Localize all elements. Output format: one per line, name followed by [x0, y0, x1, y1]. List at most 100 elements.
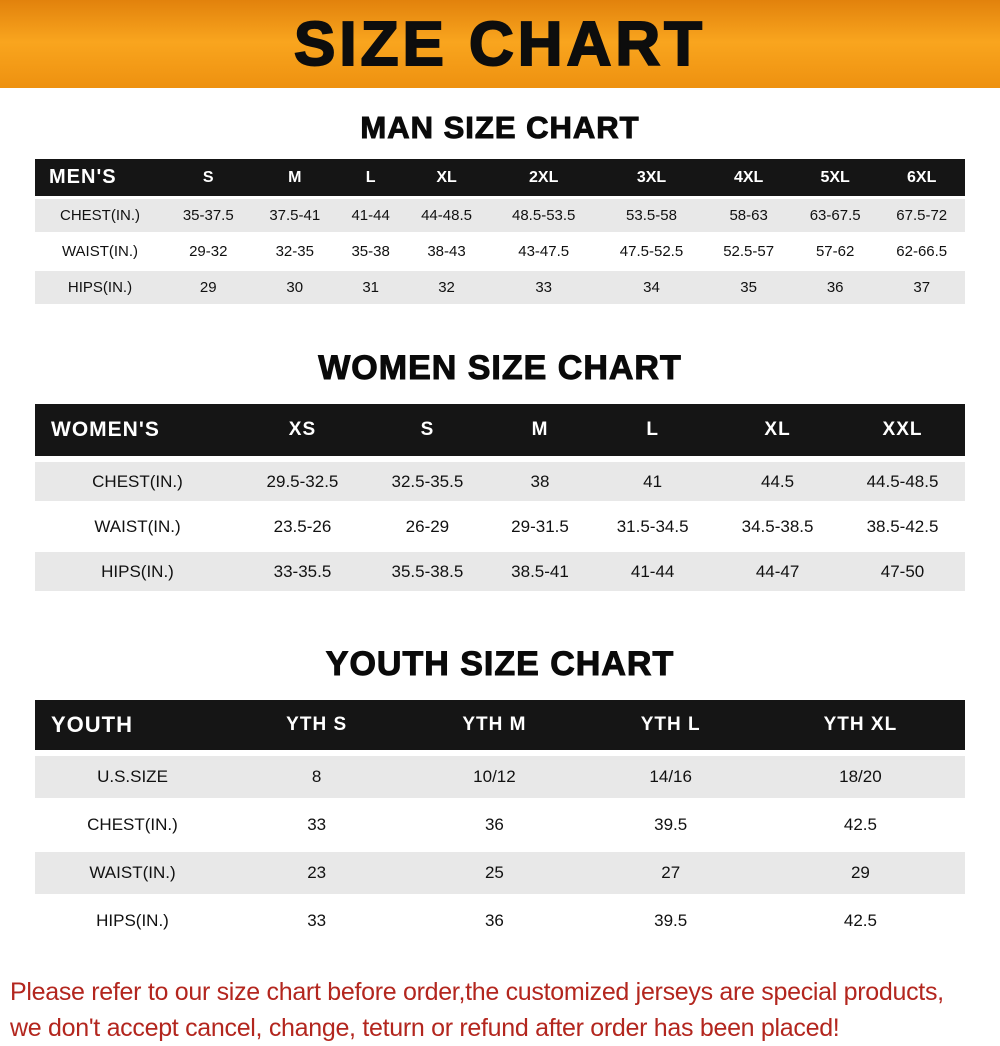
- value-cell: 32-35: [251, 235, 339, 268]
- value-cell: 8: [230, 756, 404, 798]
- value-cell: 38-43: [403, 235, 490, 268]
- value-cell: 41-44: [590, 552, 716, 591]
- row-label-cell: WAIST(IN.): [35, 507, 240, 546]
- value-cell: 29-32: [165, 235, 252, 268]
- row-label-cell: HIPS(IN.): [35, 900, 230, 942]
- value-cell: 34: [597, 271, 706, 304]
- value-cell: 35: [705, 271, 792, 304]
- value-cell: 47.5-52.5: [597, 235, 706, 268]
- table-header-row: MEN'S S M L XL 2XL 3XL 4XL 5XL 6XL: [35, 159, 965, 196]
- size-header-cell: S: [165, 159, 252, 196]
- value-cell: 35.5-38.5: [364, 552, 490, 591]
- value-cell: 35-37.5: [165, 199, 252, 232]
- youth-size-section: YOUTH SIZE CHART YOUTH YTH S YTH M YTH L YTH…: [0, 645, 1000, 948]
- size-header-cell: L: [590, 404, 716, 456]
- value-cell: 32.5-35.5: [364, 462, 490, 501]
- size-header-cell: 4XL: [705, 159, 792, 196]
- women-section-heading: WOMEN SIZE CHART: [318, 349, 682, 388]
- table-row: CHEST(IN.) 29.5-32.5 32.5-35.5 38 41 44.5 44.5…: [35, 462, 965, 501]
- value-cell: 48.5-53.5: [489, 199, 598, 232]
- value-cell: 53.5-58: [597, 199, 706, 232]
- value-cell: 29: [755, 852, 965, 894]
- value-cell: 52.5-57: [705, 235, 792, 268]
- value-cell: 30: [251, 271, 339, 304]
- value-cell: 44-47: [715, 552, 841, 591]
- value-cell: 10/12: [403, 756, 586, 798]
- value-cell: 18/20: [755, 756, 965, 798]
- value-cell: 39.5: [585, 804, 756, 846]
- table-title-cell: MEN'S: [35, 159, 165, 196]
- size-header-cell: YTH S: [230, 700, 404, 750]
- value-cell: 42.5: [755, 900, 965, 942]
- value-cell: 57-62: [791, 235, 879, 268]
- size-header-cell: YTH L: [585, 700, 756, 750]
- value-cell: 33: [230, 804, 404, 846]
- men-section-heading: MAN SIZE CHART: [360, 110, 640, 146]
- row-label-cell: HIPS(IN.): [35, 552, 240, 591]
- size-header-cell: XL: [403, 159, 490, 196]
- value-cell: 36: [403, 900, 586, 942]
- value-cell: 44.5: [715, 462, 841, 501]
- value-cell: 44-48.5: [403, 199, 490, 232]
- banner: SIZE CHART: [0, 0, 1000, 88]
- value-cell: 37.5-41: [251, 199, 339, 232]
- value-cell: 23.5-26: [240, 507, 365, 546]
- value-cell: 39.5: [585, 900, 756, 942]
- size-header-cell: L: [338, 159, 404, 196]
- row-label-cell: CHEST(IN.): [35, 804, 230, 846]
- row-label-cell: U.S.SIZE: [35, 756, 230, 798]
- value-cell: 38: [489, 462, 591, 501]
- row-label-cell: HIPS(IN.): [35, 271, 165, 304]
- value-cell: 41: [590, 462, 716, 501]
- size-header-cell: 3XL: [597, 159, 706, 196]
- value-cell: 26-29: [364, 507, 490, 546]
- value-cell: 33: [489, 271, 598, 304]
- size-header-cell: M: [251, 159, 339, 196]
- size-header-cell: XL: [715, 404, 841, 456]
- value-cell: 31.5-34.5: [590, 507, 716, 546]
- table-row: WAIST(IN.) 23.5-26 26-29 29-31.5 31.5-34.5 34…: [35, 507, 965, 546]
- table-header-row: YOUTH YTH S YTH M YTH L YTH XL: [35, 700, 965, 750]
- value-cell: 38.5-41: [489, 552, 591, 591]
- value-cell: 33-35.5: [240, 552, 365, 591]
- value-cell: 62-66.5: [878, 235, 965, 268]
- value-cell: 47-50: [840, 552, 965, 591]
- size-header-cell: M: [489, 404, 591, 456]
- value-cell: 43-47.5: [489, 235, 598, 268]
- value-cell: 67.5-72: [878, 199, 965, 232]
- table-title-cell: YOUTH: [35, 700, 230, 750]
- row-label-cell: WAIST(IN.): [35, 235, 165, 268]
- table-header-row: WOMEN'S XS S M L XL XXL: [35, 404, 965, 456]
- size-header-cell: 5XL: [791, 159, 879, 196]
- value-cell: 36: [403, 804, 586, 846]
- value-cell: 37: [878, 271, 965, 304]
- footer-notice: Please refer to our size chart before or…: [10, 974, 1000, 1046]
- value-cell: 58-63: [705, 199, 792, 232]
- table-row: HIPS(IN.) 29 30 31 32 33 34 35 36 37: [35, 271, 965, 304]
- row-label-cell: WAIST(IN.): [35, 852, 230, 894]
- value-cell: 14/16: [585, 756, 756, 798]
- size-header-cell: YTH XL: [755, 700, 965, 750]
- table-row: CHEST(IN.) 33 36 39.5 42.5: [35, 804, 965, 846]
- row-label-cell: CHEST(IN.): [35, 462, 240, 501]
- youth-size-table: YOUTH YTH S YTH M YTH L YTH XL U.S.SIZE 8 10/12…: [35, 694, 965, 948]
- notice-line-1: Please refer to our size chart before or…: [10, 978, 944, 1006]
- value-cell: 44.5-48.5: [840, 462, 965, 501]
- notice-line-2: we don't accept cancel, change, teturn o…: [10, 1014, 840, 1042]
- value-cell: 63-67.5: [791, 199, 879, 232]
- table-row: HIPS(IN.) 33 36 39.5 42.5: [35, 900, 965, 942]
- value-cell: 34.5-38.5: [715, 507, 841, 546]
- men-size-section: MAN SIZE CHART MEN'S S M L XL 2XL 3XL 4XL 5XL 6XL…: [0, 110, 1000, 307]
- value-cell: 25: [403, 852, 586, 894]
- value-cell: 32: [403, 271, 490, 304]
- youth-section-heading: YOUTH SIZE CHART: [325, 645, 675, 684]
- value-cell: 27: [585, 852, 756, 894]
- value-cell: 36: [791, 271, 879, 304]
- value-cell: 29: [165, 271, 252, 304]
- table-row: HIPS(IN.) 33-35.5 35.5-38.5 38.5-41 41-44 44-…: [35, 552, 965, 591]
- value-cell: 42.5: [755, 804, 965, 846]
- size-header-cell: XXL: [840, 404, 965, 456]
- size-header-cell: 2XL: [489, 159, 598, 196]
- value-cell: 31: [338, 271, 404, 304]
